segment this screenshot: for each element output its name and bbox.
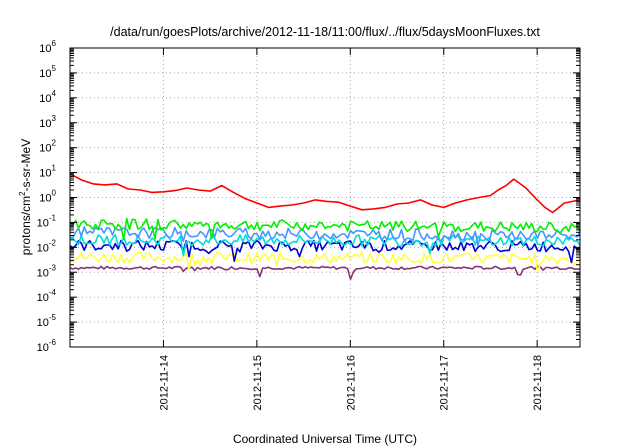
- y-tick-label: 10-4: [37, 288, 57, 304]
- y-tick-exponent: 4: [52, 89, 57, 98]
- y-tick-base: 10: [39, 143, 51, 155]
- y-tick-label: 103: [39, 114, 56, 130]
- y-tick-exponent: -6: [49, 338, 57, 347]
- y-tick-base: 10: [37, 217, 49, 229]
- y-tick-label: 100: [39, 189, 56, 205]
- y-tick-label: 105: [39, 64, 56, 80]
- y-tick-label: 106: [39, 39, 56, 55]
- y-tick-base: 10: [37, 267, 49, 279]
- y-tick-base: 10: [39, 118, 51, 130]
- y-axis-label-sup: 2: [18, 191, 27, 196]
- series-line-6: [69, 251, 581, 273]
- y-tick-exponent: 5: [52, 64, 57, 73]
- y-tick-base: 10: [39, 68, 51, 80]
- y-tick-base: 10: [39, 168, 51, 180]
- y-tick-label: 10-1: [37, 213, 57, 229]
- x-tick-label: 2012-11-18: [532, 355, 544, 410]
- y-axis-label-post: -s-sr-MeV: [19, 139, 33, 192]
- y-tick-label: 10-3: [37, 263, 57, 279]
- y-tick-base: 10: [39, 43, 51, 55]
- tick-marks: [70, 47, 580, 348]
- x-tick-label: 2012-11-14: [158, 355, 170, 410]
- x-tick-labels: 2012-11-14 2012-11-15 2012-11-16 2012-11-17…: [158, 355, 544, 410]
- y-tick-exponent: -3: [49, 263, 57, 272]
- y-tick-exponent: 3: [52, 114, 57, 123]
- y-tick-exponent: 0: [52, 189, 57, 198]
- x-tick-label: 2012-11-17: [439, 355, 451, 410]
- y-tick-exponent: 1: [52, 164, 57, 173]
- y-tick-base: 10: [37, 342, 49, 354]
- y-tick-base: 10: [39, 193, 51, 205]
- y-tick-labels: 10-610-510-410-310-210-11001011021031041…: [37, 39, 57, 354]
- y-tick-base: 10: [37, 242, 49, 254]
- x-axis-label: Coordinated Universal Time (UTC): [233, 432, 417, 446]
- y-tick-base: 10: [37, 292, 49, 304]
- x-tick-label: 2012-11-15: [252, 355, 264, 410]
- grid-lines: [70, 48, 580, 347]
- y-tick-label: 10-6: [37, 338, 57, 354]
- y-tick-exponent: -5: [49, 313, 57, 322]
- y-tick-base: 10: [39, 93, 51, 105]
- y-tick-label: 10-2: [37, 238, 57, 254]
- chart-title: /data/run/goesPlots/archive/2012-11-18/1…: [110, 25, 540, 39]
- y-tick-exponent: 2: [52, 139, 57, 148]
- series-line-1: [69, 172, 581, 214]
- y-tick-label: 104: [39, 89, 56, 105]
- y-tick-exponent: -1: [49, 213, 57, 222]
- series-line-4: [69, 234, 581, 257]
- x-tick-label: 2012-11-16: [345, 355, 357, 410]
- series-layer: [69, 172, 581, 281]
- y-tick-exponent: 6: [52, 39, 57, 48]
- y-tick-base: 10: [37, 317, 49, 329]
- y-tick-label: 102: [39, 139, 56, 155]
- series-line-7: [69, 265, 581, 281]
- y-axis-label-pre: protons/cm: [19, 196, 33, 255]
- series-line-2: [69, 217, 581, 240]
- y-tick-exponent: -4: [49, 288, 57, 297]
- series-line-3: [69, 226, 581, 247]
- y-tick-label: 10-5: [37, 313, 57, 329]
- y-tick-label: 101: [39, 164, 56, 180]
- y-tick-exponent: -2: [49, 238, 57, 247]
- y-axis-label: protons/cm2-s-sr-MeV: [18, 139, 33, 255]
